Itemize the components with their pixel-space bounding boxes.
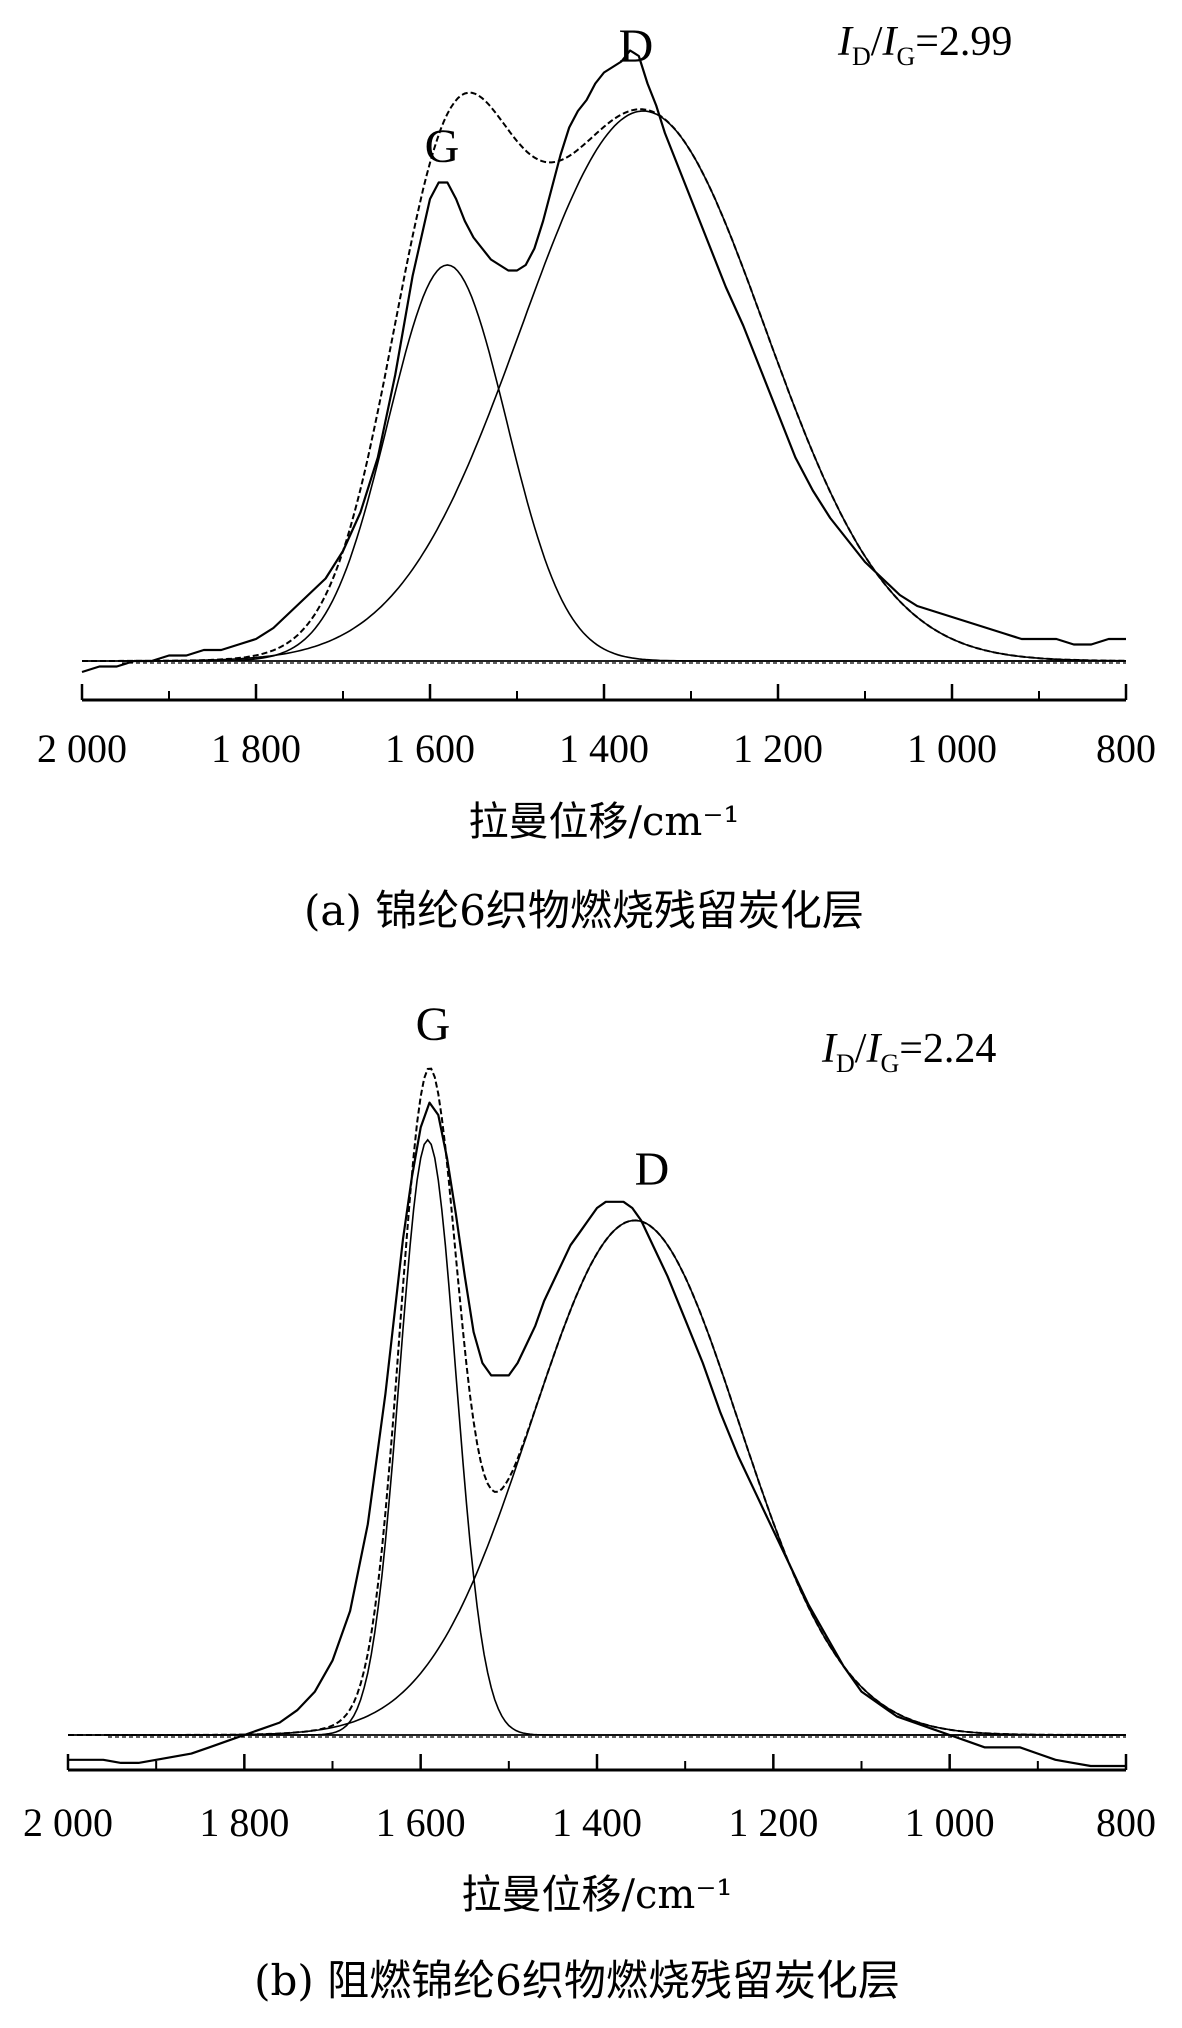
peak-label-D: D <box>619 20 654 73</box>
x-tick-label: 1 200 <box>733 726 823 771</box>
x-tick-label: 2 000 <box>37 726 127 771</box>
panel-caption: (a) 锦纶6织物燃烧残留炭化层 <box>304 886 864 935</box>
x-tick-label: 1 200 <box>728 1800 818 1845</box>
component-G-curve <box>82 264 1126 662</box>
x-tick-label: 1 400 <box>552 1800 642 1845</box>
x-axis-title: 拉曼位移/cm⁻¹ <box>462 1872 733 1918</box>
x-tick-label: 1 600 <box>376 1800 466 1845</box>
fit-sum-curve <box>82 91 1126 662</box>
x-tick-label: 2 000 <box>23 1800 113 1845</box>
component-G-curve <box>68 1138 1126 1736</box>
x-tick-label: 1 600 <box>385 726 475 771</box>
x-tick-label: 1 800 <box>199 1800 289 1845</box>
x-axis-title: 拉曼位移/cm⁻¹ <box>469 799 740 845</box>
panel-caption: (b) 阻燃锦纶6织物燃烧残留炭化层 <box>254 1956 900 2005</box>
peak-label-G: G <box>416 998 451 1051</box>
intensity-ratio: ID/IG=2.24 <box>821 1026 996 1078</box>
x-tick-label: 1 800 <box>211 726 301 771</box>
component-D-curve <box>82 110 1126 662</box>
measured-spectrum <box>68 1101 1126 1768</box>
peak-label-G: G <box>425 120 460 173</box>
x-tick-label: 800 <box>1096 726 1156 771</box>
x-tick-label: 1 000 <box>907 726 997 771</box>
fit-sum-curve <box>68 1067 1126 1736</box>
panel-a: 2 000 1 800 1 600 1 400 1 200 1 000 800 拉曼位移/cm… <box>37 19 1156 935</box>
x-tick-label: 1 400 <box>559 726 649 771</box>
measured-spectrum <box>81 49 1126 674</box>
x-tick-label: 1 000 <box>905 1800 995 1845</box>
peak-label-D: D <box>635 1143 670 1196</box>
component-D-curve <box>68 1219 1126 1736</box>
panel-b: 2 000 1 800 1 600 1 400 1 200 1 000 800 拉曼位移/cm… <box>23 998 1156 2005</box>
x-tick-label: 800 <box>1096 1800 1156 1845</box>
intensity-ratio: ID/IG=2.99 <box>837 19 1012 71</box>
